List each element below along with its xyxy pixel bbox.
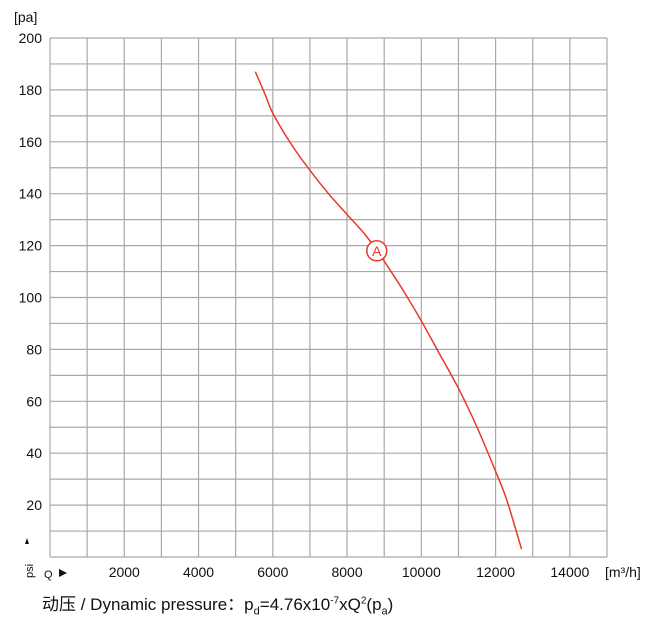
y-tick-label: 200	[19, 30, 43, 46]
y-tick-label: 60	[26, 393, 42, 409]
axis-ticks: 20 40 60 80 100 120 140 160 180 200 2000 4000 6000 80…	[19, 30, 590, 580]
y-tick-label: 20	[26, 497, 42, 513]
y-tick-label: 180	[19, 82, 43, 98]
caption-unit-subscript: a	[381, 605, 388, 618]
y-tick-label: 120	[19, 238, 43, 254]
grid	[49, 37, 608, 558]
caption-unit-open: (p	[366, 595, 382, 614]
caption-equation: =4.76x10	[259, 595, 331, 614]
y-tick-label: 40	[26, 445, 42, 461]
caption-xq: xQ	[339, 595, 361, 614]
x-axis-arrow-icon	[59, 569, 67, 577]
operating-point-marker	[366, 240, 388, 262]
x-tick-label: 14000	[550, 564, 589, 580]
y-axis-mark: psi	[24, 564, 36, 578]
y-unit-label: [pa]	[14, 9, 37, 25]
y-tick-label: 100	[19, 290, 43, 306]
y-tick-label: 140	[19, 186, 43, 202]
x-tick-label: 6000	[257, 564, 288, 580]
x-tick-label: 8000	[331, 564, 362, 580]
caption-p-subscript: d	[253, 605, 260, 618]
x-axis-mark: Q	[44, 569, 53, 581]
y-axis-arrow-icon	[25, 538, 29, 544]
caption-p: p	[244, 595, 254, 614]
y-tick-label: 160	[19, 134, 43, 150]
caption-exponent: -7	[330, 595, 340, 607]
operating-point-label: A	[372, 243, 382, 259]
caption-unit-close: )	[387, 595, 394, 614]
caption-prefix: 动压 / Dynamic pressure：	[42, 595, 245, 614]
x-tick-label: 2000	[109, 564, 140, 580]
dynamic-pressure-caption: 动压 / Dynamic pressure：pd=4.76x10-7xQ2(pa…	[42, 590, 393, 617]
chart: 20 40 60 80 100 120 140 160 180 200 2000 4000 6000 80…	[14, 9, 641, 581]
performance-curve	[254, 71, 523, 550]
y-tick-label: 80	[26, 341, 42, 357]
curve-layer	[254, 71, 523, 550]
x-tick-label: 12000	[476, 564, 515, 580]
x-tick-label: 10000	[402, 564, 441, 580]
annotation-layer: A	[366, 240, 388, 262]
caption-q-exponent: 2	[360, 595, 367, 607]
x-tick-label: 4000	[183, 564, 214, 580]
x-unit-label: [m³/h]	[605, 564, 641, 580]
